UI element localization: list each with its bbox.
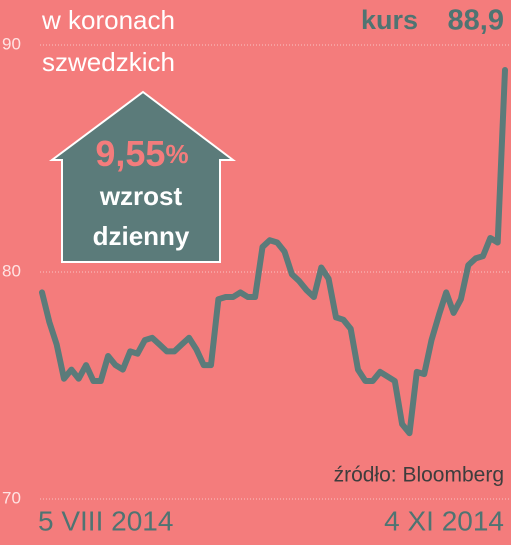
unit-line: szwedzkich [42, 47, 175, 77]
annotation-value: 9,55% [95, 133, 188, 174]
annotation-text: wzrost [99, 181, 183, 211]
annotation-number: 9,55 [95, 133, 165, 174]
current-value: 88,9 [448, 5, 504, 37]
unit-line: w koronach [41, 5, 175, 35]
annotation-unit: % [165, 139, 188, 169]
annotation-arrow [48, 90, 236, 263]
x-tick-label: 5 VIII 2014 [38, 505, 173, 536]
current-label: kurs [361, 5, 418, 35]
x-tick-label: 4 XI 2014 [384, 505, 504, 536]
source: źródło: Bloomberg [334, 464, 504, 487]
price-line [39, 67, 508, 437]
y-tick-label: 90 [2, 34, 21, 53]
y-tick-label: 80 [2, 261, 21, 280]
y-tick-label: 70 [2, 488, 21, 507]
annotation-text: dzienny [93, 221, 190, 251]
